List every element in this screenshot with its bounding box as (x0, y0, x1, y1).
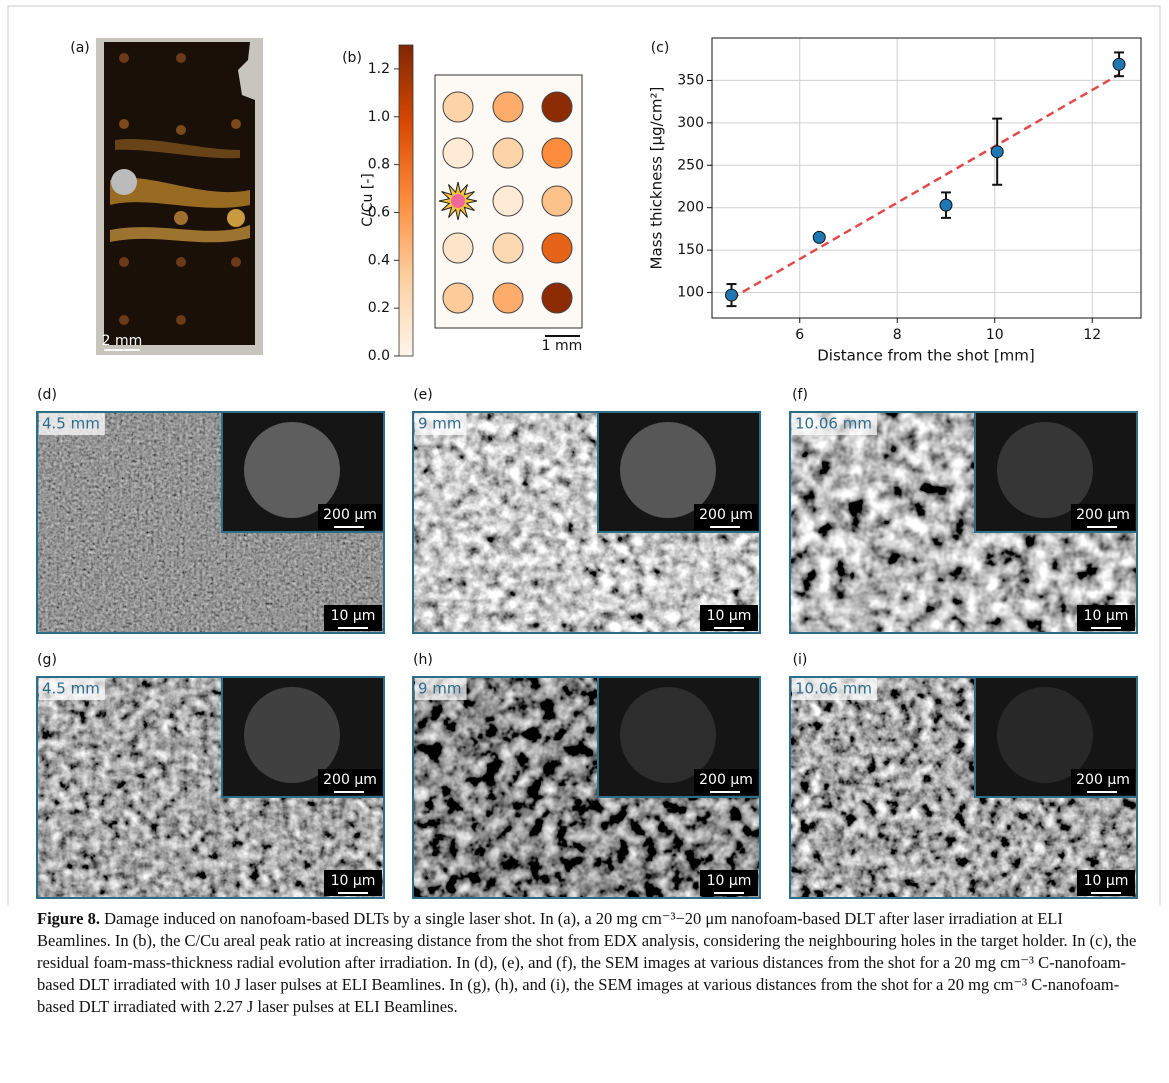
distance-label: 10.06 mm (795, 680, 872, 698)
dot (542, 92, 572, 122)
data-point (940, 199, 952, 211)
inset-scale-label: 200 µm (699, 772, 753, 788)
colorbar-tick-label: 0.2 (368, 300, 390, 316)
inset-scale-label: 200 µm (1076, 772, 1130, 788)
distance-label: 4.5 mm (42, 415, 100, 433)
dot (443, 138, 473, 168)
inset-scale-label: 200 µm (323, 772, 377, 788)
scale-bar-label: 1 mm (542, 338, 583, 354)
data-point (1113, 58, 1125, 70)
inset-crater (244, 687, 340, 783)
y-tick-label: 300 (677, 115, 704, 131)
inset-crater (244, 422, 340, 518)
distance-label: 9 mm (418, 415, 462, 433)
y-tick-label: 250 (677, 157, 704, 173)
panel-label: (f) (792, 387, 808, 403)
colorbar-tick-label: 1.0 (368, 109, 390, 125)
inset-crater (997, 687, 1093, 783)
distance-label: 4.5 mm (42, 680, 100, 698)
distance-label: 9 mm (418, 680, 462, 698)
colorbar-tick-label: 0.6 (368, 204, 390, 220)
scale-label: 10 µm (331, 608, 376, 624)
inset-scale-label: 200 µm (1076, 507, 1130, 523)
y-tick-label: 150 (677, 242, 704, 258)
scale-bar-label: 2 mm (102, 333, 143, 349)
dot (493, 283, 523, 313)
x-tick-label: 8 (893, 327, 902, 343)
dot (542, 283, 572, 313)
panel-label: (g) (37, 652, 57, 668)
y-tick-label: 100 (677, 285, 704, 301)
scale-label: 10 µm (707, 608, 752, 624)
dot (493, 233, 523, 263)
panel-label: (c) (651, 40, 670, 56)
dot (443, 233, 473, 263)
x-tick-label: 12 (1083, 327, 1101, 343)
dot (493, 186, 523, 216)
x-tick-label: 6 (795, 327, 804, 343)
x-tick-label: 10 (986, 327, 1004, 343)
inset-scale-label: 200 µm (699, 507, 753, 523)
colorbar-tick-label: 0.8 (368, 157, 390, 173)
y-tick-label: 350 (677, 72, 704, 88)
scale-label: 10 µm (1084, 608, 1129, 624)
dot (443, 92, 473, 122)
distance-label: 10.06 mm (795, 415, 872, 433)
panel-label: (h) (413, 652, 433, 668)
inset-scale-label: 200 µm (323, 507, 377, 523)
colorbar-tick-label: 1.2 (368, 61, 390, 77)
inset-crater (620, 422, 716, 518)
dot (542, 186, 572, 216)
dot (542, 138, 572, 168)
panel-label: (b) (342, 50, 362, 66)
scale-label: 10 µm (331, 873, 376, 889)
figure-page: (a) 2 mm (b) C/Cu [-] 1 mm (c) Distance … (0, 0, 1169, 1083)
panel-label: (e) (413, 387, 433, 403)
inset-crater (620, 687, 716, 783)
y-axis-label: Mass thickness [µg/cm²] (648, 87, 666, 270)
colorbar-tick-label: 0.4 (368, 252, 390, 268)
scale-label: 10 µm (707, 873, 752, 889)
panel-label: (a) (70, 40, 90, 56)
photo (96, 38, 263, 355)
caption: Figure 8. Damage induced on nanofoam-bas… (37, 908, 1137, 1018)
caption-label: Figure 8. (37, 909, 100, 928)
dot (493, 138, 523, 168)
figure: (a) 2 mm (b) C/Cu [-] 1 mm (c) Distance … (0, 0, 1169, 905)
y-tick-label: 200 (677, 200, 704, 216)
data-point (813, 231, 825, 243)
panel-label: (i) (793, 652, 808, 668)
x-axis-label: Distance from the shot [mm] (817, 347, 1035, 365)
scale-label: 10 µm (1084, 873, 1129, 889)
colorbar (399, 45, 413, 356)
shot-marker (451, 194, 465, 208)
dot (443, 283, 473, 313)
inset-crater (997, 422, 1093, 518)
fit-line (732, 74, 1120, 298)
data-point (726, 289, 738, 301)
colorbar-tick-label: 0.0 (368, 348, 390, 364)
data-point (991, 146, 1003, 158)
dot (542, 233, 572, 263)
panel-label: (d) (37, 387, 57, 403)
dot (493, 92, 523, 122)
caption-text: Damage induced on nanofoam-based DLTs by… (37, 909, 1136, 1016)
